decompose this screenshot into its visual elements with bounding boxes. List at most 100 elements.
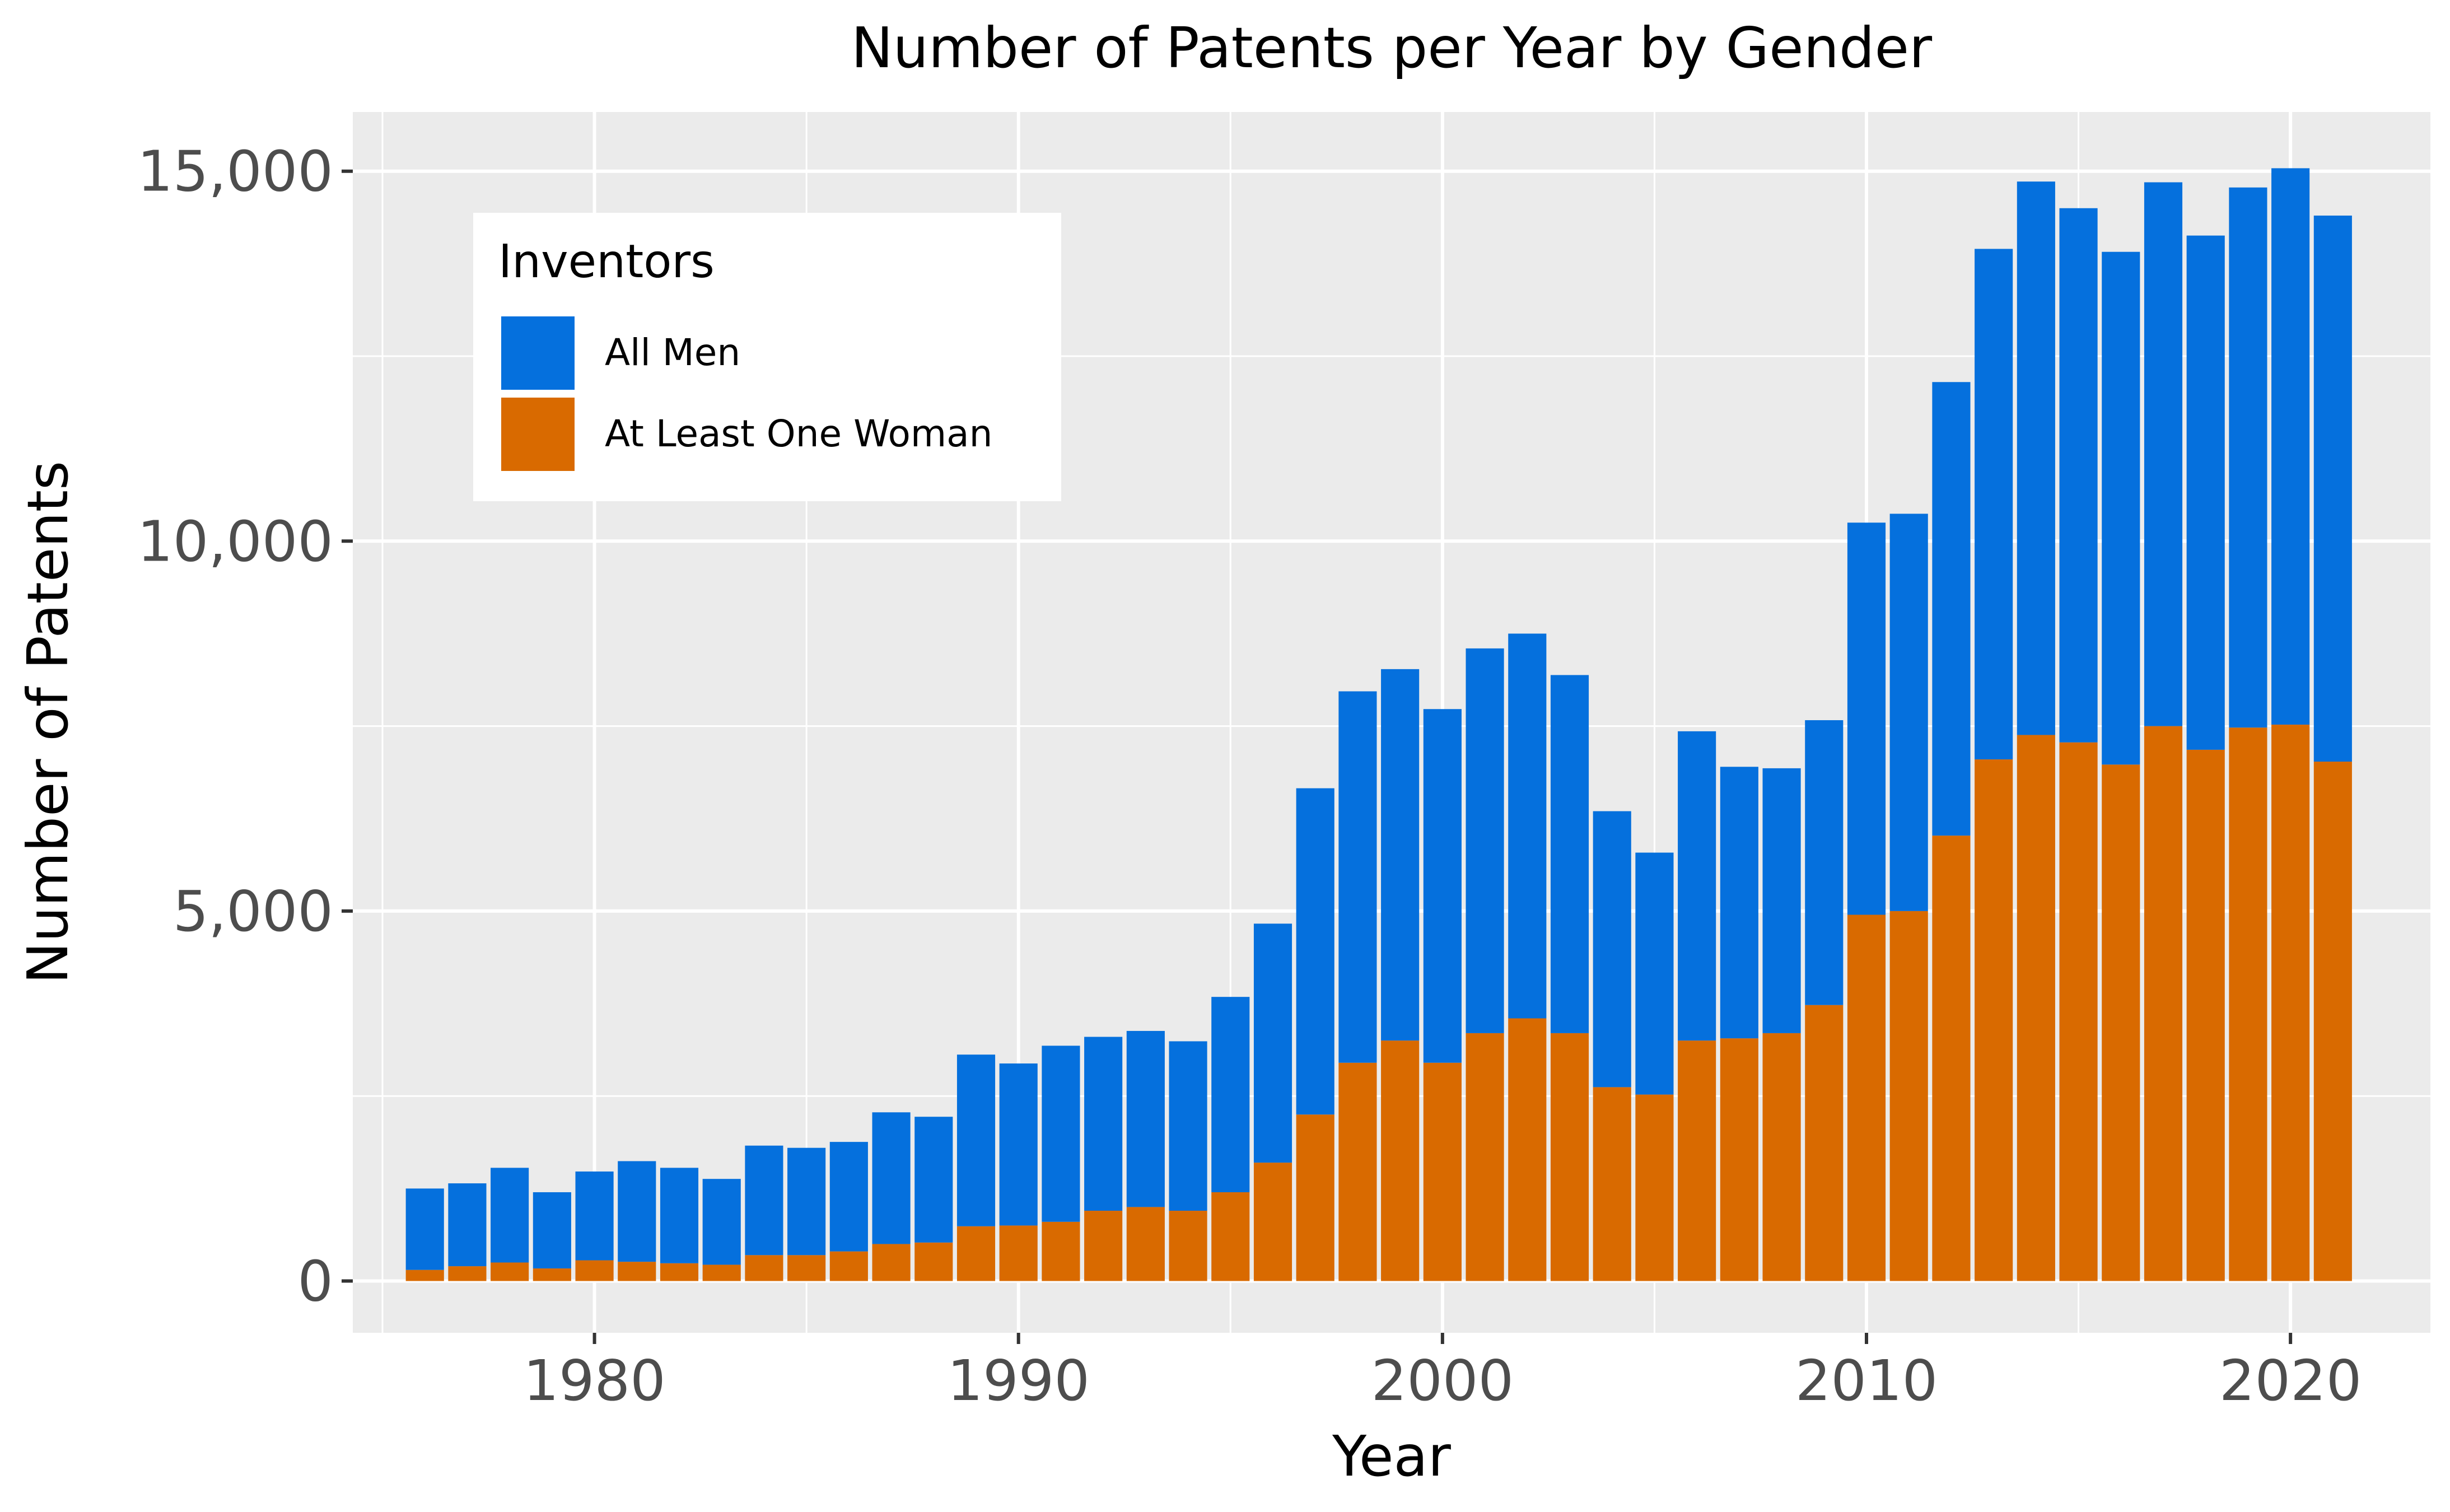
bar-all-men-1989 [957, 1054, 995, 1226]
legend-label-at-least-one-woman: At Least One Woman [605, 412, 992, 455]
bar-all-men-2006 [1678, 731, 1716, 1040]
bar-at-least-one-woman-1991 [1042, 1222, 1080, 1281]
bar-all-men-1999 [1381, 669, 1419, 1040]
bar-at-least-one-woman-2002 [1508, 1018, 1546, 1281]
bar-at-least-one-woman-2013 [1975, 759, 2013, 1281]
bar-all-men-2016 [2102, 252, 2140, 765]
bar-all-men-2017 [2144, 183, 2182, 726]
bar-at-least-one-woman-1978 [491, 1262, 529, 1281]
bar-at-least-one-woman-2018 [2187, 750, 2225, 1281]
bar-all-men-2014 [2017, 181, 2055, 735]
bar-at-least-one-woman-2009 [1805, 1005, 1843, 1281]
bar-at-least-one-woman-1990 [1000, 1225, 1038, 1281]
bar-all-men-1985 [787, 1148, 825, 1256]
x-tick-label: 2010 [1795, 1348, 1938, 1413]
bar-all-men-2002 [1508, 633, 1546, 1018]
bar-all-men-2012 [1932, 382, 1970, 836]
bar-all-men-2003 [1551, 675, 1589, 1033]
bar-all-men-1980 [576, 1172, 614, 1261]
bar-at-least-one-woman-1986 [830, 1252, 868, 1281]
bar-all-men-2011 [1890, 514, 1928, 911]
bar-all-men-1988 [914, 1117, 953, 1243]
bar-at-least-one-woman-1979 [533, 1268, 571, 1281]
bar-all-men-1997 [1296, 788, 1334, 1115]
bar-all-men-1991 [1042, 1046, 1080, 1221]
bar-all-men-2001 [1466, 648, 1504, 1033]
bar-all-men-1979 [533, 1192, 571, 1268]
bar-all-men-2004 [1593, 811, 1631, 1088]
bar-all-men-2000 [1424, 709, 1462, 1063]
bar-all-men-1992 [1084, 1037, 1122, 1211]
y-tick-label: 10,000 [137, 508, 333, 574]
bar-at-least-one-woman-2006 [1678, 1040, 1716, 1281]
bar-at-least-one-woman-1999 [1381, 1040, 1419, 1281]
x-tick-label: 2020 [2219, 1348, 2362, 1413]
bar-all-men-2007 [1720, 767, 1758, 1038]
bar-at-least-one-woman-1988 [914, 1243, 953, 1281]
bar-at-least-one-woman-2001 [1466, 1033, 1504, 1281]
bar-at-least-one-woman-1980 [576, 1261, 614, 1281]
bar-all-men-1978 [491, 1168, 529, 1262]
bar-at-least-one-woman-1976 [406, 1270, 444, 1281]
bar-at-least-one-woman-1995 [1211, 1192, 1249, 1281]
bar-all-men-2010 [1847, 522, 1886, 914]
bar-all-men-2013 [1975, 249, 2013, 759]
bar-all-men-2020 [2271, 168, 2309, 725]
x-tick-label: 1990 [947, 1348, 1090, 1413]
bar-at-least-one-woman-2016 [2102, 764, 2140, 1281]
bar-at-least-one-woman-2020 [2271, 725, 2309, 1281]
bar-all-men-2009 [1805, 720, 1843, 1005]
x-tick-label: 2000 [1371, 1348, 1514, 1413]
bar-at-least-one-woman-1998 [1338, 1063, 1376, 1281]
bar-at-least-one-woman-1997 [1296, 1114, 1334, 1281]
bar-at-least-one-woman-2007 [1720, 1038, 1758, 1281]
bar-all-men-1998 [1338, 692, 1376, 1063]
bar-at-least-one-woman-1996 [1254, 1163, 1292, 1281]
bar-at-least-one-woman-1983 [703, 1264, 741, 1281]
bar-at-least-one-woman-1982 [660, 1263, 698, 1281]
x-tick-label: 1980 [523, 1348, 666, 1413]
x-axis-label: Year [1332, 1424, 1452, 1489]
bar-at-least-one-woman-1981 [618, 1262, 656, 1281]
bar-at-least-one-woman-1994 [1169, 1211, 1207, 1281]
bar-all-men-2015 [2060, 208, 2098, 743]
bar-all-men-1976 [406, 1188, 444, 1270]
bar-at-least-one-woman-1992 [1084, 1211, 1122, 1281]
bar-all-men-1983 [703, 1179, 741, 1264]
bar-at-least-one-woman-1989 [957, 1226, 995, 1281]
bar-at-least-one-woman-2008 [1763, 1033, 1801, 1281]
legend-label-all-men: All Men [605, 331, 740, 374]
bar-all-men-1977 [448, 1183, 486, 1266]
bar-at-least-one-woman-1993 [1127, 1207, 1165, 1281]
legend-swatch-at-least-one-woman [500, 396, 576, 472]
bar-all-men-2021 [2314, 216, 2352, 762]
bar-at-least-one-woman-1977 [448, 1266, 486, 1281]
bar-all-men-1993 [1127, 1031, 1165, 1207]
bar-at-least-one-woman-2014 [2017, 735, 2055, 1281]
legend: Inventors All Men At Least One Woman [473, 213, 1061, 501]
y-tick-label: 15,000 [137, 139, 333, 204]
bar-all-men-1994 [1169, 1041, 1207, 1211]
bar-at-least-one-woman-2012 [1932, 836, 1970, 1281]
bar-all-men-1984 [745, 1146, 783, 1256]
bar-at-least-one-woman-2021 [2314, 762, 2352, 1281]
bar-at-least-one-woman-2000 [1424, 1063, 1462, 1281]
y-tick-label: 0 [297, 1249, 333, 1314]
y-tick-label: 5,000 [173, 879, 333, 944]
bar-at-least-one-woman-2010 [1847, 915, 1886, 1281]
bar-at-least-one-woman-1985 [787, 1255, 825, 1281]
bar-all-men-2005 [1635, 853, 1673, 1095]
bar-at-least-one-woman-1984 [745, 1255, 783, 1281]
bar-at-least-one-woman-2011 [1890, 911, 1928, 1281]
bar-all-men-1986 [830, 1142, 868, 1252]
bar-all-men-2008 [1763, 768, 1801, 1033]
bar-all-men-1990 [1000, 1063, 1038, 1225]
legend-swatch-all-men [500, 315, 576, 391]
bar-all-men-1982 [660, 1168, 698, 1263]
bar-all-men-1996 [1254, 923, 1292, 1163]
bar-all-men-1987 [872, 1112, 911, 1244]
bar-all-men-2018 [2187, 236, 2225, 750]
bar-at-least-one-woman-2003 [1551, 1033, 1589, 1281]
bar-all-men-1995 [1211, 997, 1249, 1192]
